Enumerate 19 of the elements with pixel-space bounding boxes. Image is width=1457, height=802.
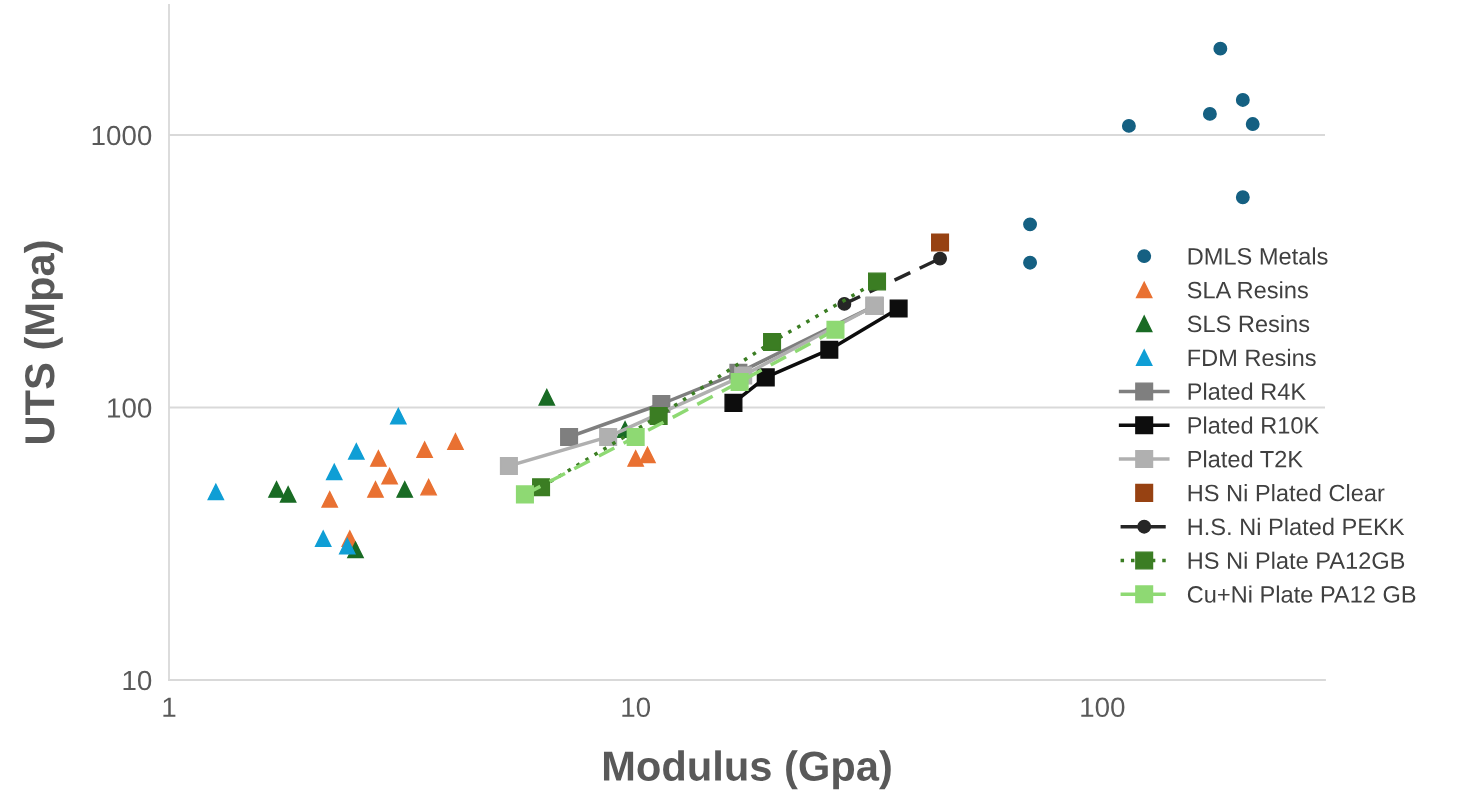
y-axis-title: UTS (Mpa) [23, 241, 63, 443]
legend-label: Plated R4K [1188, 382, 1306, 400]
legend-label: Plated R10K [1188, 416, 1319, 434]
x-tick-label: 100 [1081, 697, 1125, 718]
y-tick-label: 10 [123, 670, 152, 691]
legend-label: HS Ni Plate PA12GB [1188, 551, 1405, 569]
x-tick-label: 10 [622, 697, 651, 718]
y-tick-label: 100 [108, 398, 152, 418]
legend-label: H.S. Ni Plated PEKK [1188, 517, 1405, 536]
legend-label: SLS Resins [1187, 314, 1310, 333]
legend-label: HS Ni Plated Clear [1188, 484, 1385, 502]
x-axis-title: Modulus (Gpa) [603, 750, 891, 790]
x-tick-label: 1 [163, 697, 176, 717]
legend-label: SLA Resins [1187, 281, 1308, 299]
legend-label: FDM Resins [1188, 348, 1316, 367]
legend-label: Plated T2K [1188, 450, 1303, 468]
legend-label: DMLS Metals [1188, 247, 1328, 265]
y-tick-label: 1000 [92, 125, 152, 146]
legend-label: Cu+Ni Plate PA12 GB [1187, 585, 1416, 603]
